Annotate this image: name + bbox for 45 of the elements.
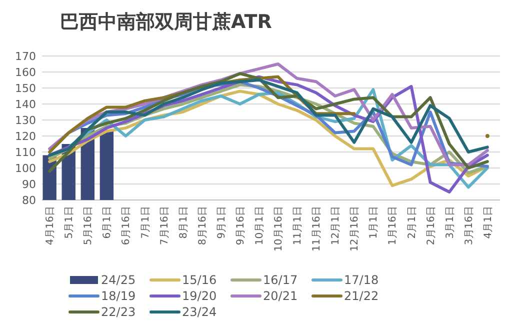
x-tick-label: 1月16日 — [388, 206, 399, 246]
legend-label: 19/20 — [182, 289, 217, 304]
legend-label: 15/16 — [182, 273, 217, 288]
legend-label: 20/21 — [263, 289, 298, 304]
legend-label: 24/25 — [101, 273, 136, 288]
x-tick-label: 3月1日 — [444, 206, 456, 239]
y-tick-label: 90 — [22, 178, 36, 191]
legend-label: 16/17 — [263, 273, 298, 288]
y-tick-label: 100 — [15, 162, 36, 175]
legend-label: 17/18 — [344, 273, 379, 288]
y-tick-label: 110 — [15, 146, 36, 159]
x-tick-label: 2月1日 — [406, 206, 418, 239]
x-tick-label: 9月16日 — [235, 206, 246, 246]
x-tick-label: 8月1日 — [178, 206, 190, 239]
x-tick-label: 11月16日 — [312, 206, 323, 252]
legend-label: 21/22 — [344, 289, 379, 304]
x-tick-label: 12月1日 — [330, 206, 342, 246]
legend-label: 22/23 — [101, 305, 136, 320]
x-tick-label: 6月1日 — [102, 206, 114, 239]
x-tick-label: 4月1日 — [482, 206, 494, 239]
y-tick-label: 120 — [15, 130, 36, 143]
y-tick-label: 150 — [15, 82, 36, 95]
x-tick-label: 9月1日 — [216, 206, 228, 239]
legend-label: 18/19 — [101, 289, 136, 304]
legend-label: 23/24 — [182, 305, 217, 320]
y-tick-label: 80 — [22, 194, 36, 207]
x-tick-label: 10月1日 — [254, 206, 266, 246]
x-tick-label: 1月1日 — [368, 206, 380, 239]
x-tick-label: 7月1日 — [140, 206, 152, 239]
x-tick-label: 2月16日 — [426, 206, 437, 246]
x-tick-label: 5月1日 — [64, 206, 76, 239]
x-tick-label: 11月1日 — [292, 206, 304, 246]
y-tick-label: 130 — [15, 114, 36, 127]
x-tick-label: 7月16日 — [159, 206, 170, 246]
y-tick-label: 170 — [15, 50, 36, 63]
x-tick-label: 3月16日 — [464, 206, 475, 246]
x-tick-label: 5月16日 — [83, 206, 94, 246]
y-tick-label: 160 — [15, 66, 36, 79]
x-tick-label: 4月16日 — [45, 206, 56, 246]
y-tick-label: 140 — [15, 98, 36, 111]
x-tick-label: 10月16日 — [274, 206, 285, 252]
x-tick-label: 12月16日 — [350, 206, 361, 252]
x-tick-label: 8月16日 — [197, 206, 208, 246]
x-tick-label: 6月16日 — [121, 206, 132, 246]
chart-title: 巴西中南部双周甘蔗ATR — [60, 11, 272, 33]
